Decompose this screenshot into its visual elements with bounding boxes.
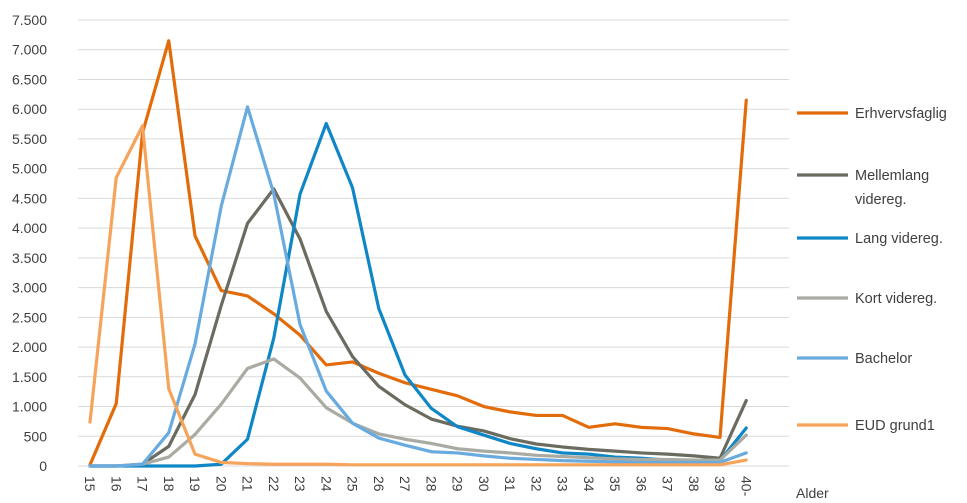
series-line-mellemlang — [88, 187, 748, 468]
gridlines — [78, 19, 789, 467]
x-tick-label: 19 — [187, 476, 203, 492]
x-tick-label: 32 — [528, 476, 544, 492]
x-tick-label: 39 — [712, 476, 728, 492]
legend-label-lang-videreg-: Lang videreg. — [855, 231, 943, 247]
x-tick-label: 18 — [161, 476, 177, 492]
x-axis-ticks: 15 16 17 18 19 20 21 22 23 24 25 26 27 28 29 30 31 32 33 34… — [82, 476, 754, 497]
x-tick-label: 25 — [345, 476, 361, 492]
x-tick-label: 28 — [423, 476, 439, 492]
x-tick-label: 31 — [502, 476, 518, 492]
series-line-lang-videreg- — [88, 121, 748, 468]
x-tick-label: 26 — [371, 476, 387, 492]
series-line-erhvervsfaglig — [88, 39, 748, 467]
y-tick-label: 7.000 — [12, 42, 47, 58]
y-tick-label: 1.500 — [12, 369, 47, 385]
x-tick-label: 16 — [108, 476, 124, 492]
legend-label-erhvervsfaglig: Erhvervsfaglig — [855, 106, 947, 122]
y-tick-label: 6.000 — [12, 101, 47, 117]
legend-label-bachelor: Bachelor — [855, 351, 912, 367]
x-tick-label: 21 — [240, 476, 256, 492]
legend-label-kort-videreg-: Kort videreg. — [855, 291, 937, 307]
y-tick-label: 500 — [24, 428, 48, 444]
x-tick-label: 40- — [738, 476, 754, 497]
x-tick-label: 30 — [476, 476, 492, 492]
series-line-bachelor — [88, 105, 748, 468]
x-tick-label: 37 — [660, 476, 676, 492]
x-tick-label: 34 — [581, 476, 597, 492]
y-tick-label: 0 — [39, 458, 47, 474]
x-tick-label: 38 — [686, 476, 702, 492]
x-tick-label: 15 — [82, 476, 98, 492]
x-tick-label: 35 — [607, 476, 623, 492]
x-tick-label: 36 — [633, 476, 649, 492]
y-tick-label: 2.000 — [12, 339, 47, 355]
series-line-kort-videreg- — [88, 357, 748, 468]
y-tick-label: 7.500 — [12, 12, 47, 28]
x-tick-label: 29 — [450, 476, 466, 492]
y-tick-label: 5.500 — [12, 131, 47, 147]
x-tick-label: 20 — [213, 476, 229, 492]
y-tick-label: 4.000 — [12, 220, 47, 236]
x-tick-label: 17 — [135, 476, 151, 492]
series-line-eud-grund1 — [88, 124, 748, 467]
y-tick-label: 3.500 — [12, 250, 47, 266]
series-lines — [88, 39, 748, 468]
legend-label-mellemlang: Mellemlang videreg. — [855, 168, 929, 208]
x-axis-label: Alder — [796, 485, 829, 501]
y-axis-ticks: 0 500 1.000 1.500 2.000 2.500 3.000 3.500 4.000 4… — [12, 12, 47, 474]
y-tick-label: 4.500 — [12, 190, 47, 206]
x-tick-label: 22 — [266, 476, 282, 492]
legend: Erhvervsfaglig Mellemlang videreg. Lang vid… — [797, 106, 947, 434]
y-tick-label: 2.500 — [12, 309, 47, 325]
legend-label-eud-grund1: EUD grund1 — [855, 418, 935, 434]
y-tick-label: 1.000 — [12, 399, 47, 415]
x-tick-label: 27 — [397, 476, 413, 492]
x-tick-label: 23 — [292, 476, 308, 492]
y-tick-label: 5.000 — [12, 161, 47, 177]
x-tick-label: 24 — [318, 476, 334, 492]
x-tick-label: 33 — [555, 476, 571, 492]
y-tick-label: 3.000 — [12, 280, 47, 296]
y-tick-label: 6.500 — [12, 71, 47, 87]
